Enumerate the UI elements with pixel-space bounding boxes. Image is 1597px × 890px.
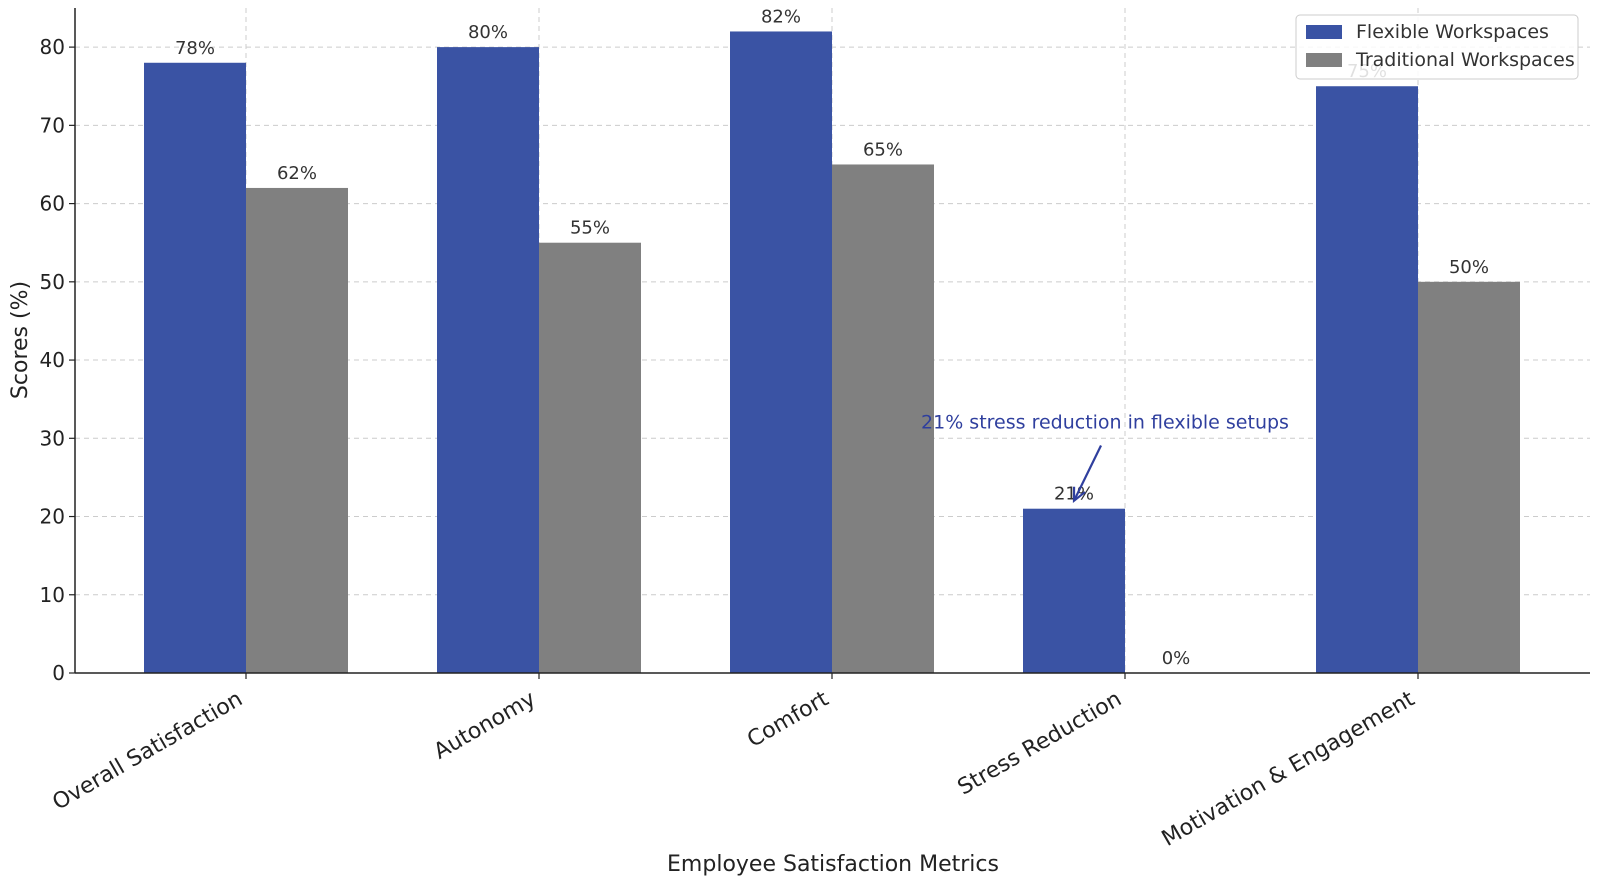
data-label: 80% bbox=[468, 22, 508, 43]
legend-label-flexible: Flexible Workspaces bbox=[1356, 21, 1549, 43]
x-category-label: Comfort bbox=[743, 686, 833, 752]
legend-swatch-traditional bbox=[1306, 53, 1342, 67]
legend-box bbox=[1295, 14, 1579, 80]
data-label: 78% bbox=[175, 38, 215, 59]
y-tick-label: 20 bbox=[40, 505, 65, 529]
legend: Flexible Workspaces Traditional Workspac… bbox=[1295, 14, 1579, 80]
bar-flexible-0 bbox=[144, 62, 246, 673]
x-axis-title: Employee Satisfaction Metrics bbox=[667, 852, 999, 877]
data-label: 55% bbox=[570, 218, 610, 239]
annotation-text: 21% stress reduction in flexible setups bbox=[921, 411, 1289, 433]
annotation-layer: 21% stress reduction in flexible setups bbox=[921, 411, 1289, 503]
y-tick-label: 60 bbox=[40, 192, 65, 216]
y-tick-label: 80 bbox=[40, 35, 65, 59]
bar-traditional-2 bbox=[832, 164, 934, 673]
bar-traditional-4 bbox=[1418, 281, 1520, 673]
bar-traditional-0 bbox=[246, 187, 348, 674]
data-label: 65% bbox=[863, 139, 903, 160]
y-tick-label: 10 bbox=[40, 583, 65, 607]
annotation-arrowhead bbox=[1072, 486, 1086, 503]
legend-swatch-flexible bbox=[1306, 25, 1342, 39]
x-category-label: Stress Reduction bbox=[954, 687, 1126, 801]
x-category-label: Autonomy bbox=[430, 687, 540, 765]
bar-flexible-1 bbox=[437, 47, 539, 673]
data-label: 82% bbox=[761, 6, 801, 27]
y-tick-label: 50 bbox=[40, 270, 65, 294]
bar-flexible-2 bbox=[730, 31, 832, 674]
bar-traditional-1 bbox=[539, 242, 641, 674]
y-tick-label: 70 bbox=[40, 113, 65, 137]
bar-flexible-3 bbox=[1023, 508, 1125, 673]
bar-flexible-4 bbox=[1316, 86, 1418, 673]
data-label: 50% bbox=[1449, 257, 1489, 278]
y-axis-title: Scores (%) bbox=[8, 281, 33, 399]
axes-layer bbox=[69, 8, 1590, 679]
x-category-label: Overall Satisfaction bbox=[49, 687, 247, 816]
data-label: 0% bbox=[1162, 648, 1191, 669]
bars-layer bbox=[144, 31, 1520, 674]
annotation-arrow bbox=[1073, 444, 1102, 502]
legend-label-traditional: Traditional Workspaces bbox=[1355, 49, 1575, 71]
x-category-label: Motivation & Engagement bbox=[1158, 686, 1420, 851]
y-tick-label: 40 bbox=[40, 348, 65, 372]
data-label: 62% bbox=[277, 163, 317, 184]
y-tick-label: 30 bbox=[40, 426, 65, 450]
y-tick-label: 0 bbox=[52, 661, 65, 685]
